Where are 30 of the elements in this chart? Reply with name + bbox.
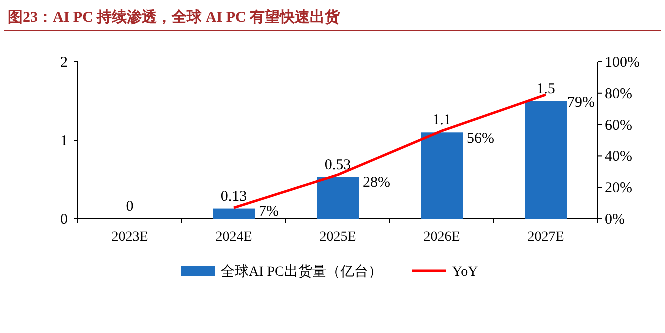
y2-tick-label: 100% (605, 55, 640, 71)
bar (525, 101, 567, 219)
data-label: 79% (568, 94, 595, 111)
y2-tick-label: 20% (605, 180, 632, 197)
data-label: 7% (259, 204, 279, 220)
bar (213, 208, 255, 219)
y-tick-label: 2 (60, 55, 68, 71)
bar (421, 132, 463, 219)
data-label: 0 (126, 199, 134, 215)
y2-tick-label: 60% (605, 118, 632, 134)
bar (317, 177, 359, 219)
legend-label: 全球AI PC出货量（亿台） (221, 264, 382, 280)
legend-label: YoY (452, 265, 478, 280)
data-label: 1.1 (432, 112, 452, 129)
x-tick-label: 2024E (216, 230, 252, 245)
y-tick-label: 1 (60, 134, 68, 150)
data-label: 0.53 (324, 157, 352, 174)
data-label: 56% (467, 131, 494, 148)
y-tick-label: 0 (60, 212, 68, 228)
chart-title: 图23：AI PC 持续渗透，全球 AI PC 有望快速出货 (8, 8, 342, 26)
y2-tick-label: 80% (605, 86, 632, 102)
x-tick-label: 2027E (528, 230, 564, 245)
data-label: 28% (363, 175, 390, 192)
x-tick-label: 2026E (424, 230, 460, 245)
data-label: 1.5 (536, 81, 556, 98)
x-tick-label: 2023E (112, 230, 148, 245)
x-tick-label: 2025E (320, 230, 356, 245)
data-label: 0.13 (220, 188, 248, 205)
y2-tick-label: 0% (605, 212, 625, 228)
y2-tick-label: 40% (605, 149, 632, 166)
